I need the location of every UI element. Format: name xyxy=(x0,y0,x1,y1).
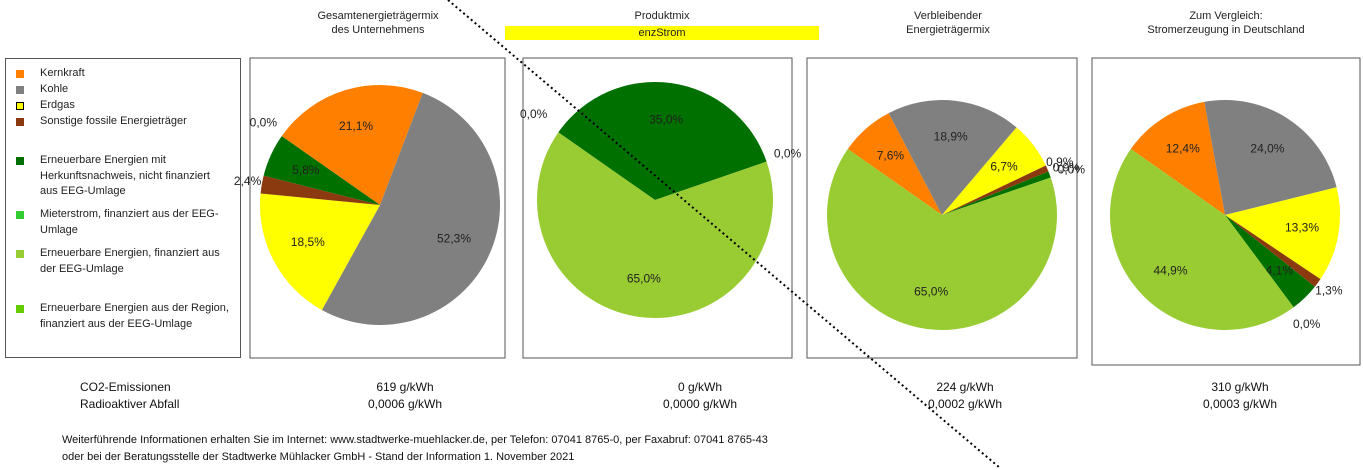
value-label: 0,9% xyxy=(1053,160,1081,174)
legend-label: Sonstige fossile Energieträger xyxy=(40,115,187,127)
pie-slice xyxy=(537,132,773,318)
value-label: 5,8% xyxy=(292,163,320,177)
value-label: 0,0% xyxy=(1293,317,1321,331)
value-label: 35,0% xyxy=(649,113,683,127)
legend-swatch xyxy=(16,211,24,219)
legend-swatch xyxy=(16,86,24,94)
value-label: 52,3% xyxy=(437,232,471,246)
emission-value: 0,0003 g/kWh xyxy=(1202,397,1278,411)
pie-slice xyxy=(260,175,380,205)
pie-slice xyxy=(260,193,380,310)
legend-label: Kernkraft xyxy=(40,67,85,79)
pie-slice xyxy=(1225,187,1341,280)
value-label: 0,0% xyxy=(1058,163,1086,177)
value-label: 7,6% xyxy=(877,148,905,162)
legend-swatch xyxy=(16,250,24,258)
legend-label: Erdgas xyxy=(40,99,75,111)
emission-value: 0 g/kWh xyxy=(677,380,722,394)
emission-value: 0,0006 g/kWh xyxy=(367,397,443,411)
pie-slice xyxy=(321,92,500,325)
pie-slice xyxy=(263,136,380,205)
emission-value: 224 g/kWh xyxy=(936,380,994,394)
pie-slice xyxy=(1130,101,1225,215)
chart-subtitle: enzStrom xyxy=(505,26,819,40)
emission-label: Radioaktiver Abfall xyxy=(80,397,180,411)
pie-slice xyxy=(847,113,942,215)
pie-slice xyxy=(1225,215,1321,287)
footer-text: oder bei der Beratungsstelle der Stadtwe… xyxy=(62,451,575,463)
value-label: 0,0% xyxy=(250,115,278,129)
pie-slice xyxy=(827,149,1057,330)
value-label: 18,5% xyxy=(291,235,325,249)
pie-slice xyxy=(281,136,380,205)
value-label: 24,0% xyxy=(1250,141,1284,155)
emission-label: CO2-Emissionen xyxy=(80,380,171,394)
legend-swatch xyxy=(16,157,24,165)
value-label: 0,0% xyxy=(774,147,802,161)
legend: Kernkraft Kohle Erdgas Sonstige fossile Ene… xyxy=(5,58,241,358)
pie-slice xyxy=(281,85,423,205)
value-label: 65,0% xyxy=(914,285,948,299)
pie-slice xyxy=(888,99,1017,215)
chart-title: Produktmix xyxy=(634,10,690,22)
legend-label: Erneuerbare Energien, finanziert aus der… xyxy=(40,247,220,275)
pie-slice xyxy=(558,82,767,200)
pie-slice xyxy=(942,171,1051,215)
legend-label: Kohle xyxy=(40,83,69,95)
pie-slice xyxy=(1109,149,1294,330)
value-label: 6,7% xyxy=(990,160,1018,174)
emission-value: 0,0002 g/kWh xyxy=(927,397,1003,411)
chart-frame xyxy=(522,57,793,359)
legend-label: Erneuerbare Energien mit Herkunftsnachwe… xyxy=(40,154,210,197)
legend-label: Erneuerbare Energien aus der Region, fin… xyxy=(40,302,229,330)
chart-title: Zum Vergleich: xyxy=(1189,10,1263,22)
value-label: 65,0% xyxy=(627,272,661,286)
chart-title: Verbleibender xyxy=(914,10,982,22)
value-label: 4,1% xyxy=(1266,263,1294,277)
chart-title: Stromerzeugung in Deutschland xyxy=(1147,24,1305,36)
pie-slice xyxy=(1225,215,1315,308)
chart-frame xyxy=(249,57,506,359)
value-label: 13,3% xyxy=(1285,221,1319,235)
value-label: 44,9% xyxy=(1153,263,1187,277)
legend-swatch xyxy=(16,305,24,313)
chart-title: Gesamtenergieträgermix xyxy=(317,10,439,22)
chart-frame xyxy=(1091,57,1361,366)
value-label: 18,9% xyxy=(934,129,968,143)
pie-slice xyxy=(942,165,1049,215)
value-label: 0,9% xyxy=(1046,155,1074,169)
footer-text: Weiterführende Informationen erhalten Si… xyxy=(62,434,768,446)
emission-value: 619 g/kWh xyxy=(376,380,434,394)
pie-slice xyxy=(1204,100,1337,215)
value-label: 12,4% xyxy=(1166,141,1200,155)
value-label: 0,0% xyxy=(520,107,548,121)
legend-swatch xyxy=(16,70,24,78)
legend-label: Mieterstrom, finanziert aus der EEG-Umla… xyxy=(40,208,219,236)
chart-frame xyxy=(806,57,1078,359)
chart-title: des Unternehmens xyxy=(331,24,425,36)
legend-swatch xyxy=(16,118,24,126)
emission-value: 0,0000 g/kWh xyxy=(662,397,738,411)
value-label: 1,3% xyxy=(1315,283,1343,297)
value-label: 2,4% xyxy=(234,174,262,188)
value-label: 21,1% xyxy=(339,119,373,133)
pie-slice xyxy=(942,127,1046,215)
emission-value: 310 g/kWh xyxy=(1211,380,1269,394)
diagonal-mark xyxy=(447,0,1001,469)
chart-title: Energieträgermix xyxy=(906,24,990,36)
legend-swatch xyxy=(16,102,24,110)
